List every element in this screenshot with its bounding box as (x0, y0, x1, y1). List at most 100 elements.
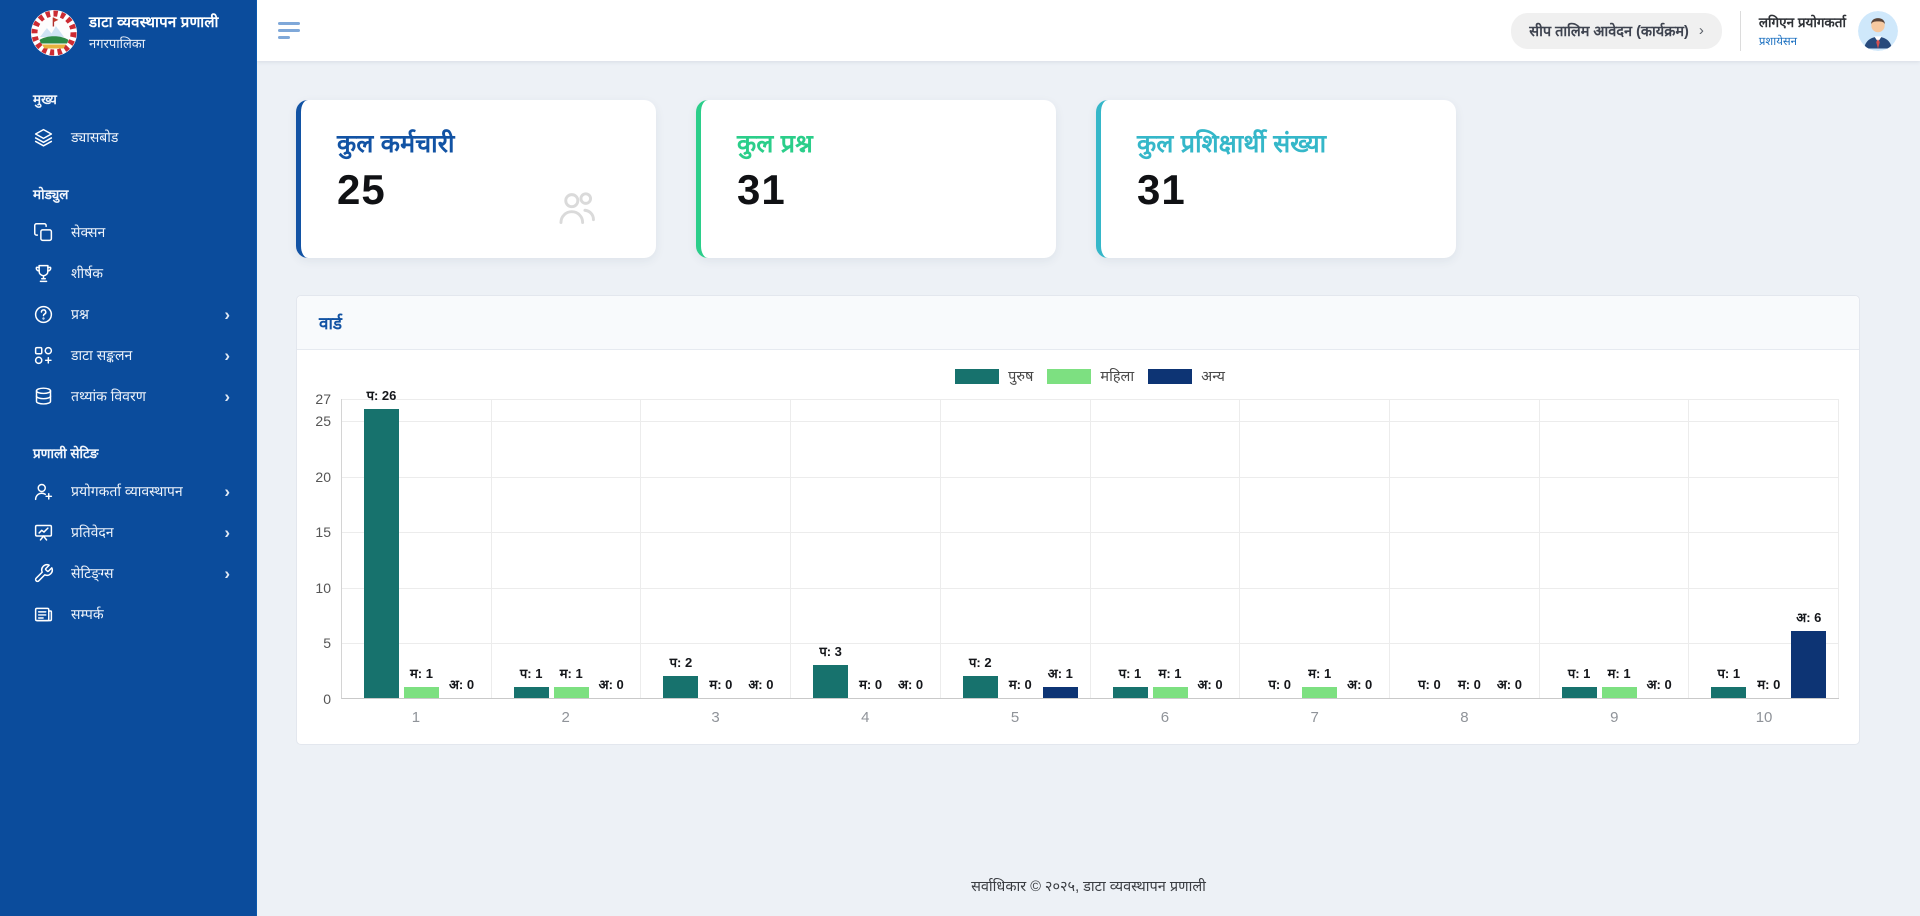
footer-text: सर्वाधिकार © २०२५, डाटा व्यवस्थापन प्रणा… (971, 879, 1206, 895)
nav-group-label: प्रणाली सेटिङ (33, 446, 99, 461)
sidebar: डाटा व्यवस्थापन प्रणाली नगरपालिका मुख्य … (0, 0, 257, 916)
bar-group-ward-9: प: 1 म: 1 अ: 0 (1540, 399, 1690, 698)
sidebar-nav: मुख्य ड्यासबोड मोड्युल सेक्सन शीर्षक प्र (0, 63, 256, 635)
bar-mahila-ward-9[interactable] (1601, 687, 1637, 698)
question-circle-icon (33, 304, 54, 325)
bar-anya-ward-5[interactable] (1042, 687, 1078, 698)
sidebar-item-data-collection[interactable]: डाटा सङ्कलन › (0, 335, 256, 376)
ward-chart-card: वार्ड पुरुष महिला अन्य 0 5 10 15 20 25 27 प: 26 म… (296, 295, 1860, 745)
bar-purush-ward-2[interactable] (513, 687, 549, 698)
chevron-right-icon: › (224, 564, 230, 583)
chevron-right-icon: › (224, 387, 230, 406)
stat-cards-row: कुल कर्मचारी 25 कुल प्रश्न 31 कुल प्रशिक… (296, 100, 1860, 258)
sidebar-item-label: प्रयोगकर्ता व्यावस्थापन (71, 483, 183, 499)
bar-group-ward-6: प: 1 म: 1 अ: 0 (1091, 399, 1241, 698)
bar-purush-ward-4[interactable] (813, 665, 849, 698)
sidebar-item-user-management[interactable]: प्रयोगकर्ता व्यावस्थापन › (0, 471, 256, 512)
bar-value-label: अ: 0 (898, 677, 924, 692)
bar-mahila-ward-7[interactable] (1302, 687, 1338, 698)
chart-legend: पुरुष महिला अन्य (341, 366, 1839, 386)
bar-value-label: अ: 0 (1197, 677, 1223, 692)
sidebar-item-section[interactable]: सेक्सन (0, 212, 256, 253)
bar-mahila-ward-1[interactable] (404, 687, 439, 698)
y-axis-label: 10 (315, 579, 331, 596)
collection-icon (33, 345, 54, 366)
bar-purush-ward-10[interactable] (1711, 687, 1747, 698)
sidebar-item-contact[interactable]: सम्पर्क (0, 594, 256, 635)
bar-value-label: प: 1 (1118, 666, 1142, 681)
legend-item-purush[interactable]: पुरुष (955, 366, 1033, 386)
sidebar-item-dashboard[interactable]: ड्यासबोड (0, 117, 256, 158)
bar-slot: प: 26 (364, 388, 399, 698)
legend-item-anya[interactable]: अन्य (1148, 366, 1225, 386)
bar-value-label: म: 0 (1008, 677, 1032, 692)
sidebar-item-statistics[interactable]: तथ्यांक विवरण › (0, 376, 256, 417)
sidebar-item-questions[interactable]: प्रश्न › (0, 294, 256, 335)
bar-value-label: म: 1 (1158, 666, 1182, 681)
bar-anya-ward-10[interactable] (1791, 631, 1827, 698)
sidebar-item-title[interactable]: शीर्षक (0, 253, 256, 294)
avatar[interactable] (1858, 10, 1898, 51)
chart-body: पुरुष महिला अन्य 0 5 10 15 20 25 27 प: 26 म: 1 अ: … (297, 350, 1859, 744)
sidebar-item-label: सेटिङ्ग्स (71, 565, 114, 581)
bar-group-ward-10: प: 1 म: 0 अ: 6 (1689, 399, 1840, 698)
municipality-logo (30, 9, 78, 57)
bar-value-label: अ: 0 (748, 677, 774, 692)
legend-item-mahila[interactable]: महिला (1047, 366, 1134, 386)
bar-slot: अ: 1 (1042, 666, 1078, 698)
bar-value-label: अ: 0 (1496, 677, 1522, 692)
x-axis-label: 4 (861, 709, 870, 726)
user-block[interactable]: लगिएन प्रयोगकर्ता प्रशायेसन (1758, 10, 1898, 51)
bar-purush-ward-3[interactable] (663, 676, 699, 698)
bar-value-label: अ: 6 (1796, 610, 1822, 625)
bar-group-ward-3: प: 2 म: 0 अ: 0 (641, 399, 792, 698)
layers-icon (33, 127, 54, 148)
sidebar-item-settings[interactable]: सेटिङ्ग्स › (0, 553, 256, 594)
stat-card-value: 31 (737, 166, 786, 213)
x-axis-label: 5 (1010, 709, 1020, 726)
sidebar-item-reports[interactable]: प्रतिवेदन › (0, 512, 256, 553)
menu-icon[interactable] (272, 16, 306, 45)
bar-purush-ward-6[interactable] (1112, 687, 1148, 698)
y-axis-label: 25 (315, 413, 331, 430)
bar-value-label: प: 2 (969, 655, 992, 670)
top-bar-right: सीप तालिम आवेदन (कार्यक्रम) › लगिएन प्रय… (1511, 10, 1898, 51)
chart-plot: प: 26 म: 1 अ: 0 प: 1 म: 1 अ: 0 प: 2 म: 0 अ: 0 प: … (341, 388, 1840, 699)
nav-group-label: मोड्युल (33, 187, 69, 202)
bar-value-label: म: 1 (559, 666, 583, 681)
bar-slot: प: 2 (962, 655, 998, 698)
bar-purush-ward-5[interactable] (962, 676, 998, 698)
x-axis-label: 1 (411, 709, 421, 726)
chevron-right-icon: › (224, 346, 230, 365)
bar-mahila-ward-2[interactable] (553, 687, 589, 698)
copy-icon (33, 222, 54, 243)
legend-swatch (955, 368, 1000, 384)
bar-value-label: म: 0 (1457, 677, 1481, 692)
bar-value-label: प: 1 (1567, 666, 1591, 681)
bar-slot: प: 1 (513, 666, 549, 698)
bar-value-label: म: 1 (1607, 666, 1631, 681)
sidebar-item-label: प्रतिवेदन (71, 524, 114, 540)
chevron-right-icon: › (224, 523, 230, 542)
bar-slot: प: 3 (813, 644, 849, 698)
bar-group-ward-8: प: 0 म: 0 अ: 0 (1390, 399, 1540, 698)
bar-mahila-ward-6[interactable] (1152, 687, 1188, 698)
bar-value-label: म: 1 (410, 666, 433, 681)
bar-slot: म: 1 (553, 666, 589, 698)
bar-slot: प: 1 (1711, 666, 1747, 698)
program-switcher-button[interactable]: सीप तालिम आवेदन (कार्यक्रम) › (1511, 12, 1722, 49)
x-axis-label: 2 (561, 709, 570, 726)
plot-row: 0 5 10 15 20 25 27 प: 26 म: 1 अ: 0 प: 1 म: 1 अ: 0 प:… (297, 388, 1840, 707)
people-icon (552, 184, 602, 234)
nav-group-label: मुख्य (33, 92, 57, 107)
user-role-link[interactable]: प्रशायेसन (1758, 35, 1798, 48)
bar-purush-ward-9[interactable] (1561, 687, 1597, 698)
stat-card-title: कुल प्रश्न (737, 130, 813, 158)
sidebar-item-label: प्रश्न (71, 306, 89, 322)
x-axis-label: 6 (1160, 709, 1170, 726)
bar-purush-ward-1[interactable] (364, 409, 399, 698)
bar-slot: प: 1 (1112, 666, 1148, 698)
user-plus-icon (33, 481, 54, 502)
stat-card-questions: कुल प्रश्न 31 (696, 100, 1056, 258)
stat-card-title: कुल कर्मचारी (337, 130, 455, 158)
